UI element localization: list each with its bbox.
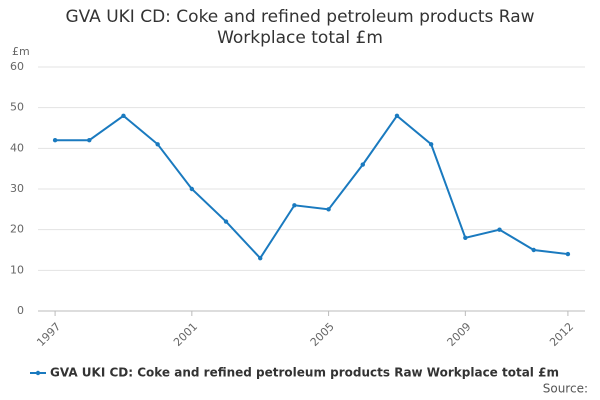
legend-marker <box>35 370 41 376</box>
data-point <box>428 142 434 147</box>
data-point <box>223 219 229 224</box>
x-tick-label: 2009 <box>445 320 474 349</box>
x-tick-label: 1997 <box>34 320 63 349</box>
data-point <box>258 255 263 261</box>
data-point <box>463 235 468 240</box>
data-point <box>121 113 126 119</box>
data-point <box>360 162 365 167</box>
data-point <box>565 251 571 257</box>
data-point <box>155 142 160 147</box>
y-tick-label: 50 <box>10 101 24 114</box>
data-point <box>531 247 536 253</box>
chart-title: GVA UKI CD: Coke and refined petroleum p… <box>65 7 534 48</box>
y-tick-label: 20 <box>10 223 24 236</box>
source: Source: <box>543 382 588 396</box>
data-point <box>189 186 195 192</box>
y-tick-label: 10 <box>10 263 24 276</box>
y-unit: £m <box>12 45 30 58</box>
y-tick-label: 60 <box>10 60 24 73</box>
data-point <box>326 207 331 212</box>
legend-label: GVA UKI CD: Coke and refined petroleum p… <box>50 366 559 380</box>
data-point <box>497 227 502 232</box>
y-tick-label: 0 <box>17 304 24 317</box>
x-tick-label: 2012 <box>547 320 576 349</box>
data-point <box>87 138 92 143</box>
data-point <box>292 203 297 208</box>
data-point <box>52 138 58 143</box>
x-tick-label: 2005 <box>308 320 337 349</box>
x-tick-label: 2001 <box>171 320 200 349</box>
data-point <box>394 113 400 119</box>
series-line <box>55 114 569 260</box>
y-tick-label: 30 <box>10 182 24 195</box>
y-tick-label: 40 <box>10 141 24 154</box>
